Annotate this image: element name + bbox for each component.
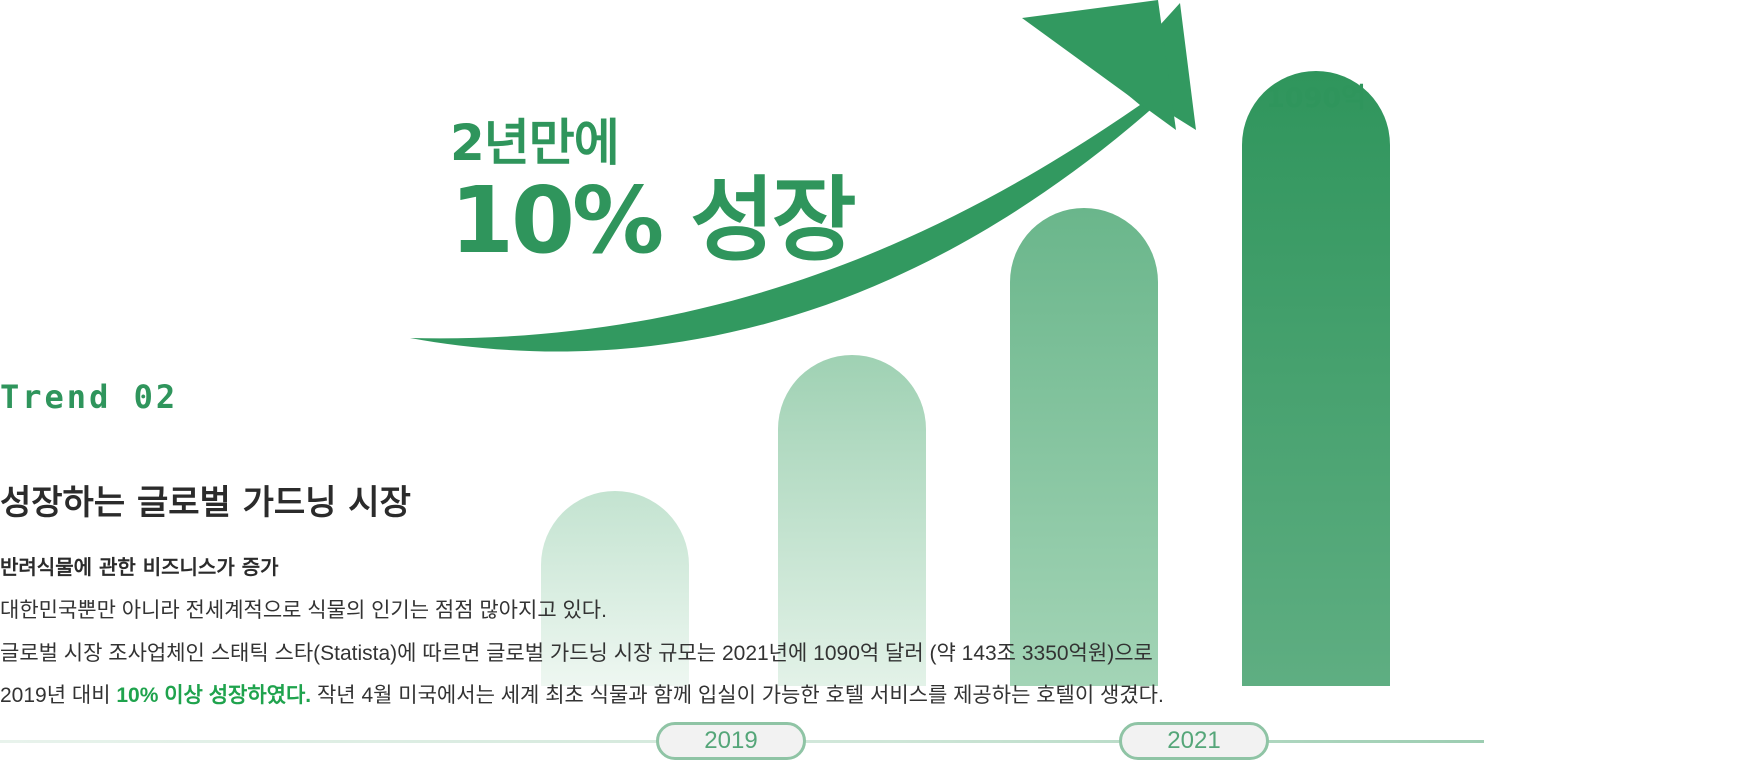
paragraph-line-1: 대한민국뿐만 아니라 전세계적으로 식물의 인기는 점점 많아지고 있다. [0,599,607,622]
growth-bar-1 [541,491,689,686]
year-label-2021: 2021 [1119,722,1269,760]
paragraph-line-3-suffix: 작년 4월 미국에서는 세계 최초 식물과 함께 입실이 가능한 호텔 서비스를… [311,684,1164,707]
top-value-label: 1090억 [1266,83,1366,114]
page-title: 성장하는 글로벌 가드닝 시장 [0,483,411,523]
paragraph-highlight: 10% 이상 성장하였다. [116,684,312,707]
headline-period: 2년만에 [450,114,620,172]
year-label-2019: 2019 [656,722,806,760]
paragraph-line-2: 글로벌 시장 조사업체인 스태틱 스타(Statista)에 따르면 글로벌 가… [0,642,1153,665]
growth-bar-2 [778,355,926,686]
paragraph-line-3: 2019년 대비 10% 이상 성장하였다. 작년 4월 미국에서는 세계 최초… [0,679,1164,709]
trend-label: Trend 02 [0,378,179,416]
paragraph-line-3-prefix: 2019년 대비 [0,684,117,707]
headline-growth: 10% 성장 [450,167,857,274]
growth-bar-4 [1242,71,1390,686]
growth-bar-3 [1010,208,1158,686]
subtitle: 반려식물에 관한 비즈니스가 증가 [0,555,279,579]
